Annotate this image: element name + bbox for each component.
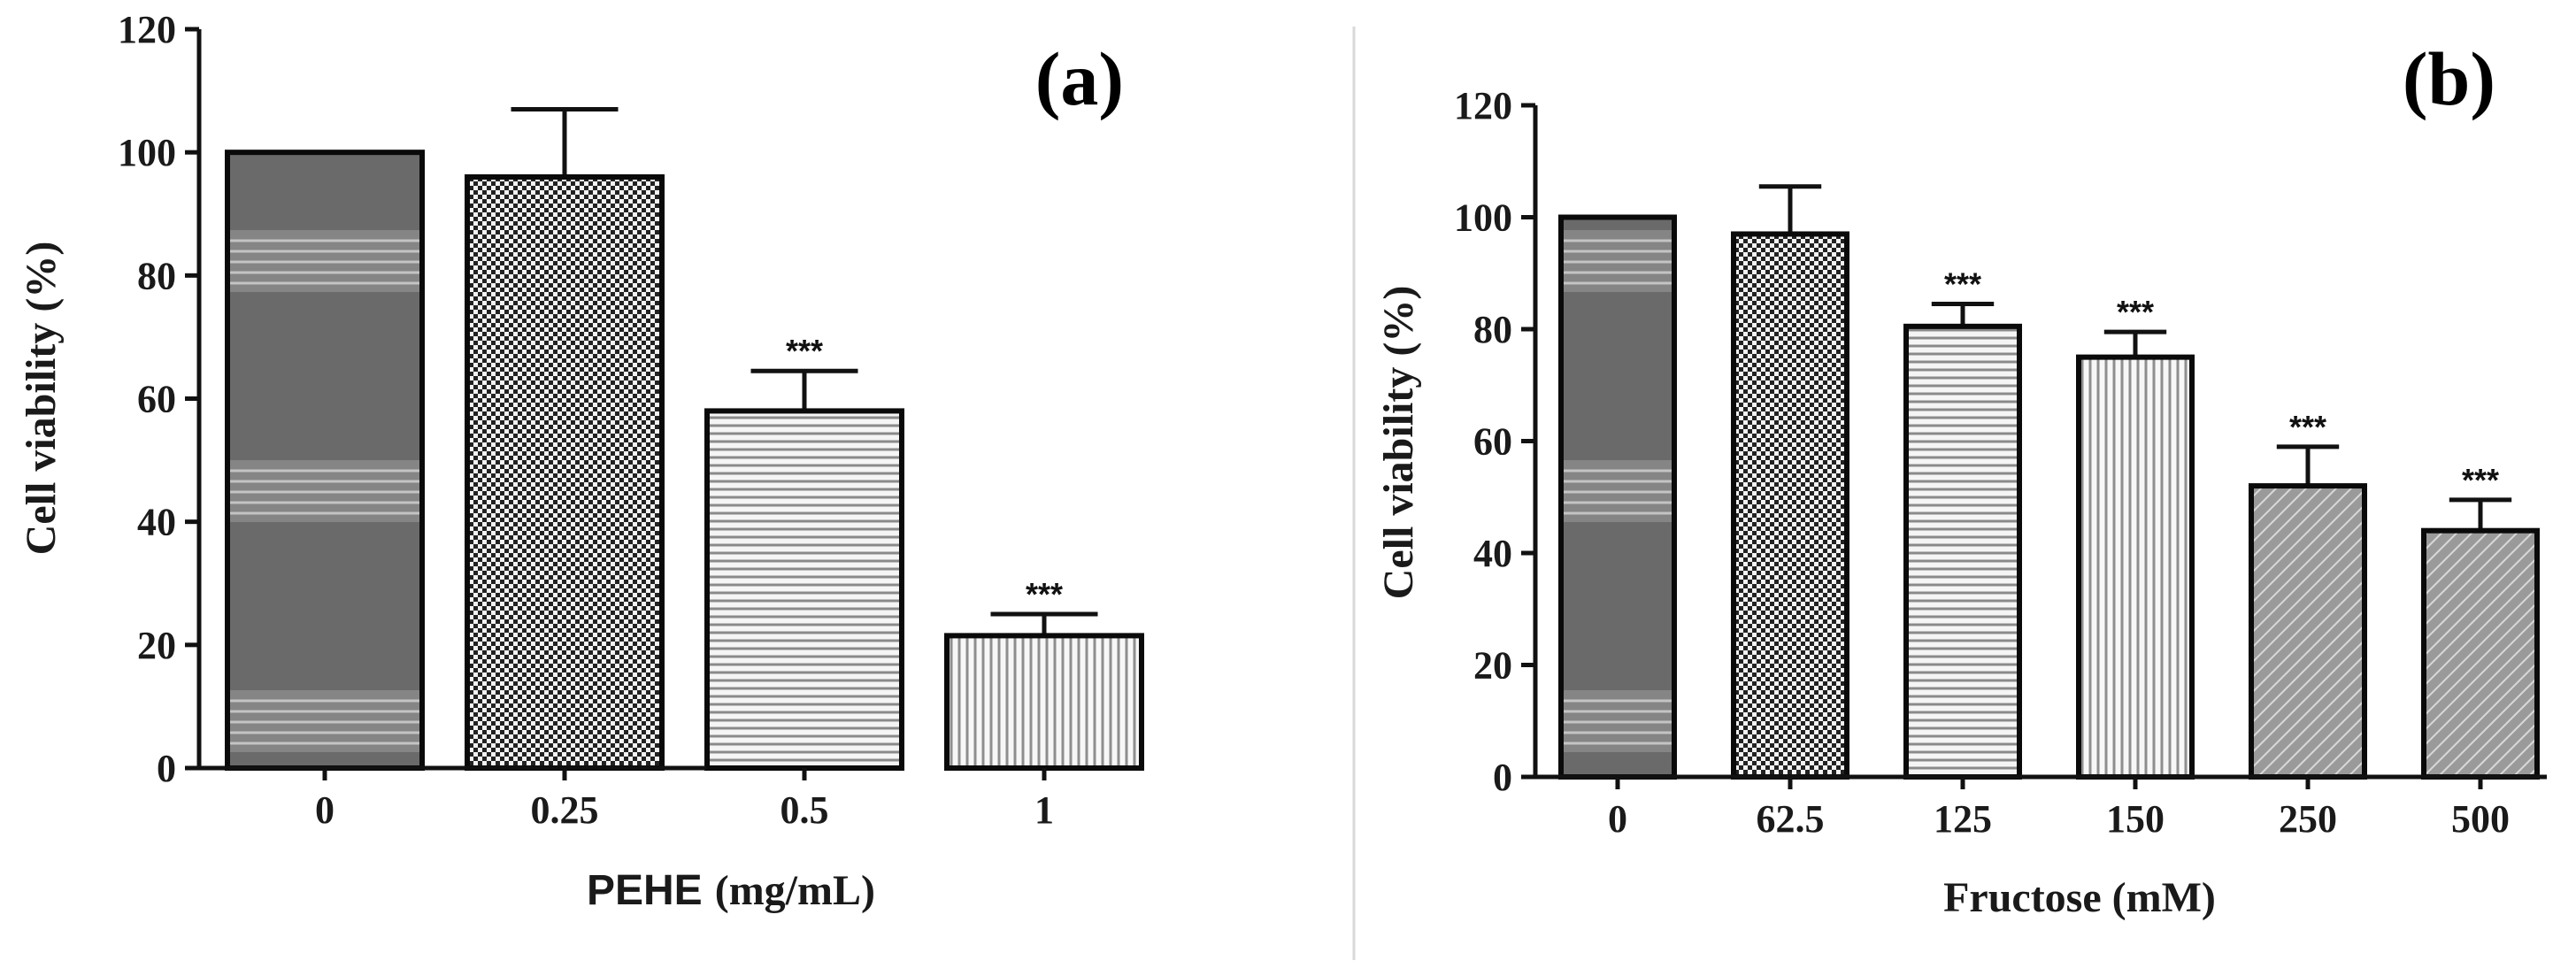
y-tick-label: 20 bbox=[137, 624, 176, 667]
error-bar bbox=[2449, 497, 2512, 531]
error-bar bbox=[2276, 444, 2340, 487]
bar-125 bbox=[1903, 323, 2022, 780]
x-tick-label: 125 bbox=[1934, 797, 1992, 841]
bar-150 bbox=[2076, 354, 2195, 780]
error-bar bbox=[1931, 302, 1995, 327]
x-axis-title: Fructose (mM) bbox=[1943, 874, 2216, 921]
error-bar bbox=[1758, 184, 1822, 234]
x-axis-title-units: (mg/mL) bbox=[715, 867, 875, 914]
panel-a: 0 0.25 *** 0.5 *** 1 0 20 40 60 80 100 120 Cell viabi… bbox=[18, 8, 1144, 914]
x-tick-label: 0 bbox=[1608, 797, 1627, 841]
bar-0-25 bbox=[465, 174, 665, 771]
y-tick-label: 20 bbox=[1473, 644, 1512, 688]
y-tick-label: 0 bbox=[1493, 756, 1512, 799]
error-bar bbox=[750, 368, 858, 411]
significance-label: *** bbox=[1026, 576, 1063, 612]
y-tick-label: 80 bbox=[137, 254, 176, 297]
bar-0 bbox=[225, 150, 425, 771]
bar-500 bbox=[2421, 527, 2540, 780]
x-tick-label: 0 bbox=[315, 788, 334, 832]
y-tick-label: 120 bbox=[118, 8, 176, 51]
x-tick-label: 250 bbox=[2279, 797, 2337, 841]
x-tick-label: 0.5 bbox=[780, 788, 829, 832]
y-tick-label: 60 bbox=[137, 378, 176, 421]
panel-label: (a) bbox=[1035, 36, 1124, 121]
bar-0-5 bbox=[704, 408, 904, 771]
panel-label: (b) bbox=[2403, 36, 2495, 121]
y-tick-label: 40 bbox=[1473, 532, 1512, 575]
y-tick-label: 0 bbox=[157, 747, 176, 790]
x-tick-label: 500 bbox=[2451, 797, 2510, 841]
x-tick-label: 1 bbox=[1034, 788, 1054, 832]
bar-62-5 bbox=[1731, 231, 1849, 780]
significance-label: *** bbox=[2462, 462, 2499, 498]
bar-0 bbox=[1558, 214, 1677, 780]
x-tick-label: 62.5 bbox=[1757, 797, 1825, 841]
x-axis-title-name: PEHE bbox=[587, 867, 703, 914]
error-bar bbox=[511, 106, 619, 177]
y-tick-label: 80 bbox=[1473, 308, 1512, 351]
error-bar bbox=[2103, 329, 2167, 357]
y-axis-title: Cell viability (%) bbox=[1375, 286, 1422, 600]
error-bar bbox=[990, 611, 1098, 636]
y-tick-label: 100 bbox=[1454, 196, 1512, 240]
axes bbox=[1533, 105, 2547, 780]
x-axis-title: PEHE (mg/mL) bbox=[587, 867, 875, 914]
significance-label: *** bbox=[786, 333, 823, 369]
significance-label: *** bbox=[1944, 266, 1981, 303]
y-tick-label: 60 bbox=[1473, 420, 1512, 464]
x-tick-label: 150 bbox=[2106, 797, 2165, 841]
bar-1 bbox=[944, 633, 1144, 771]
y-tick-label: 40 bbox=[137, 501, 176, 544]
significance-label: *** bbox=[2117, 294, 2154, 330]
x-tick-label: 0.25 bbox=[531, 788, 599, 832]
bar-250 bbox=[2249, 483, 2367, 780]
panel-b: 0 62.5 *** 125 *** 150 *** 250 *** 500 0 20 40 60 80 10… bbox=[1375, 36, 2547, 921]
y-tick-label: 120 bbox=[1454, 84, 1512, 127]
y-axis-title: Cell viability (%) bbox=[18, 242, 65, 556]
y-tick-label: 100 bbox=[118, 131, 176, 174]
significance-label: *** bbox=[2289, 409, 2326, 445]
